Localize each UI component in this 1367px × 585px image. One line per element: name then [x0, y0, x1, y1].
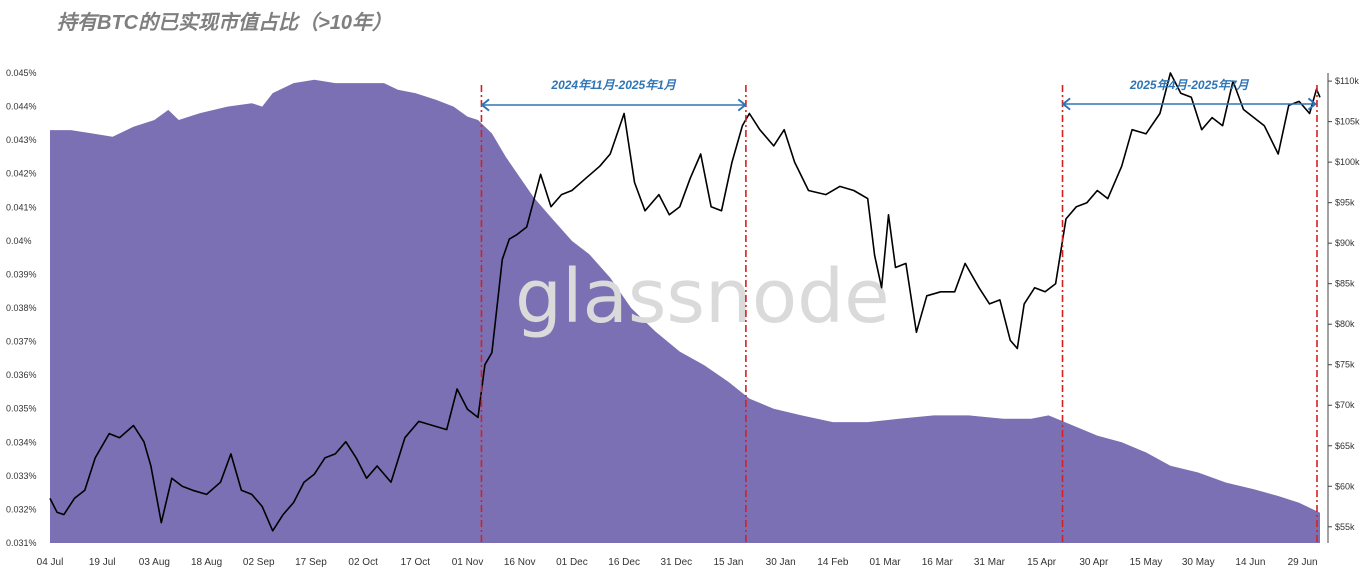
- x-tick-label: 30 Jan: [766, 557, 796, 568]
- y-right-tick-label: $65k: [1335, 441, 1355, 451]
- y-left-tick-label: 0.035%: [6, 404, 37, 414]
- y-right-tick-label: $75k: [1335, 360, 1355, 370]
- x-tick-label: 15 Jan: [713, 557, 743, 568]
- marker-layer: 2024年11月-2025年1月 2025年4月-2025年7月: [480, 78, 1318, 543]
- chart-title: 持有BTC的已实现市值占比（>10年）: [57, 12, 393, 34]
- y-right-tick-label: $95k: [1335, 198, 1355, 208]
- area-series: [50, 79, 1320, 543]
- x-tick-label: 16 Mar: [922, 557, 954, 568]
- annotation-label-2: 2025年4月-2025年7月: [1129, 78, 1250, 92]
- x-tick-label: 31 Mar: [974, 557, 1006, 568]
- x-tick-label: 03 Aug: [139, 557, 170, 568]
- y-left-tick-label: 0.04%: [6, 236, 32, 246]
- x-tick-label: 02 Sep: [243, 557, 275, 568]
- x-tick-label: 30 Apr: [1079, 557, 1109, 568]
- y-right-tick-label: $105k: [1335, 117, 1360, 127]
- y-left-tick-label: 0.045%: [6, 68, 37, 78]
- x-tick-label: 01 Mar: [870, 557, 902, 568]
- y-left-tick-label: 0.033%: [6, 471, 37, 481]
- y-left-tick-label: 0.043%: [6, 135, 37, 145]
- watermark-text: glassnode: [515, 254, 890, 340]
- y-left-tick-label: 0.039%: [6, 269, 37, 279]
- x-tick-label: 02 Oct: [348, 557, 378, 568]
- x-tick-label: 01 Nov: [452, 557, 484, 568]
- x-tick-label: 01 Dec: [556, 557, 588, 568]
- y-left-tick-label: 0.041%: [6, 202, 37, 212]
- x-tick-label: 04 Jul: [37, 557, 64, 568]
- y-left-tick-label: 0.031%: [6, 538, 37, 548]
- price-line: [49, 72, 1321, 532]
- y-left-tick-label: 0.034%: [6, 437, 37, 447]
- x-tick-label: 15 Apr: [1027, 557, 1057, 568]
- y-right-tick-label: $60k: [1335, 481, 1355, 491]
- y-right-tick-label: $80k: [1335, 319, 1355, 329]
- y-left-tick-label: 0.038%: [6, 303, 37, 313]
- y-right-tick-label: $90k: [1335, 238, 1355, 248]
- x-tick-label: 17 Sep: [295, 557, 327, 568]
- axes-layer: 0.031% 0.032% 0.033% 0.034% 0.035% 0.036% 0.03…: [6, 68, 1360, 568]
- x-tick-label: 19 Jul: [89, 557, 116, 568]
- y-left-tick-label: 0.037%: [6, 337, 37, 347]
- x-tick-label: 16 Dec: [608, 557, 640, 568]
- x-tick-label: 14 Feb: [817, 557, 849, 568]
- x-tick-label: 16 Nov: [504, 557, 536, 568]
- price-line-layer: [49, 72, 1321, 532]
- y-right-tick-label: $100k: [1335, 157, 1360, 167]
- x-tick-label: 15 May: [1130, 557, 1163, 568]
- y-right-tick-label: $70k: [1335, 400, 1355, 410]
- x-tick-label: 30 May: [1182, 557, 1215, 568]
- x-tick-label: 17 Oct: [401, 557, 431, 568]
- x-tick-label: 29 Jun: [1288, 557, 1318, 568]
- x-tick-label: 31 Dec: [660, 557, 692, 568]
- y-right-tick-label: $85k: [1335, 279, 1355, 289]
- y-right-tick-label: $55k: [1335, 522, 1355, 532]
- y-left-tick-label: 0.042%: [6, 169, 37, 179]
- x-tick-label: 14 Jun: [1235, 557, 1265, 568]
- annotation-label-1: 2024年11月-2025年1月: [550, 78, 677, 92]
- y-right-tick-label: $110k: [1335, 76, 1359, 86]
- y-left-tick-label: 0.044%: [6, 102, 37, 112]
- y-left-tick-label: 0.036%: [6, 370, 37, 380]
- area-layer: [50, 79, 1320, 543]
- x-tick-label: 18 Aug: [191, 557, 222, 568]
- y-left-tick-label: 0.032%: [6, 504, 37, 514]
